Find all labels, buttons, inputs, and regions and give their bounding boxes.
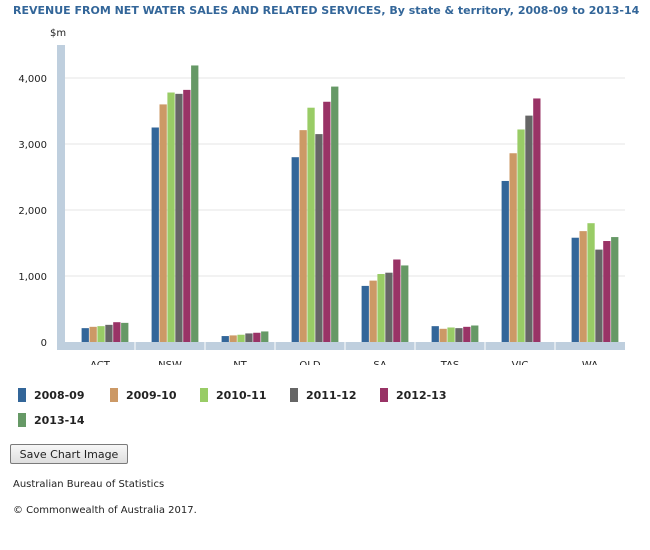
legend-label: 2012-13: [396, 388, 447, 402]
legend-swatch: [18, 413, 26, 427]
legend-item: 2009-10: [110, 388, 177, 402]
legend-item: 2012-13: [380, 388, 447, 402]
bar: [331, 86, 339, 342]
tick-labels: 0 1,000 2,000 3,000 4,000 ACT NSW NT QLD SA TAS VIC…: [18, 74, 598, 365]
bar: [167, 92, 175, 343]
bar: [229, 335, 237, 342]
y-tick-label: 0: [41, 338, 47, 349]
legend-swatch: [18, 388, 26, 402]
y-tick-label: 3,000: [18, 140, 47, 151]
bar: [307, 107, 315, 342]
legend-item: 2008-09: [18, 388, 85, 402]
bar: [579, 231, 587, 342]
bar: [431, 326, 439, 342]
legend-item: 2010-11: [200, 388, 267, 402]
bar: [571, 237, 579, 342]
y-tick-label: 4,000: [18, 74, 47, 85]
x-tick-label: NSW: [158, 360, 182, 365]
bar: [393, 259, 401, 342]
legend-swatch: [380, 388, 388, 402]
bar: [517, 129, 525, 342]
bar: [595, 249, 603, 342]
legend-label: 2009-10: [126, 388, 177, 402]
bar: [81, 328, 89, 342]
legend-swatch: [200, 388, 208, 402]
bar: [191, 65, 199, 343]
legend-label: 2013-14: [34, 413, 85, 427]
bar: [253, 332, 261, 342]
legend-swatch: [110, 388, 118, 402]
bar-chart: $m 0 1,000 2,000 3,000 4,000 ACT NSW NT QLD SA TAS…: [18, 28, 625, 365]
bars: [81, 65, 619, 343]
bar: [113, 322, 121, 342]
bar: [385, 272, 393, 342]
legend-label: 2011-12: [306, 388, 357, 402]
chart-title: REVENUE FROM NET WATER SALES AND RELATED…: [13, 4, 640, 17]
bar: [237, 334, 245, 342]
bar: [447, 327, 455, 342]
x-tick-label: NT: [233, 360, 247, 365]
x-tick-label: QLD: [299, 360, 320, 365]
gridlines: [65, 77, 625, 277]
bar: [603, 241, 611, 342]
source-text: Australian Bureau of Statistics: [13, 479, 165, 490]
x-tick-label: WA: [582, 360, 598, 365]
y-tick-label: 1,000: [18, 272, 47, 283]
bar: [159, 104, 167, 343]
bar: [105, 324, 113, 342]
bar: [587, 223, 595, 342]
x-tick-label: VIC: [512, 360, 529, 365]
bar: [361, 285, 369, 342]
bar: [183, 89, 191, 342]
bar: [369, 280, 377, 342]
x-tick-label: ACT: [90, 360, 111, 365]
y-tick-label: 2,000: [18, 206, 47, 217]
bar: [377, 274, 385, 342]
y-axis-unit-label: $m: [50, 28, 66, 39]
bar: [291, 157, 299, 342]
axes: [57, 45, 625, 350]
bar: [97, 326, 105, 342]
bar: [89, 326, 97, 342]
legend-swatch: [290, 388, 298, 402]
legend-item: 2013-14: [18, 413, 85, 427]
bar: [323, 101, 331, 342]
x-tick-label: SA: [373, 360, 387, 365]
bar: [501, 180, 509, 342]
save-chart-image-button[interactable]: Save Chart Image: [10, 444, 128, 464]
y-axis-band: [57, 45, 65, 350]
bar: [509, 153, 517, 342]
bar: [455, 328, 463, 342]
bar: [525, 115, 533, 343]
legend-label: 2010-11: [216, 388, 267, 402]
bar: [121, 322, 129, 342]
bar: [299, 130, 307, 342]
bar: [261, 331, 269, 342]
bar: [245, 333, 253, 342]
legend-label: 2008-09: [34, 388, 85, 402]
bar: [315, 134, 323, 342]
copyright-text: © Commonwealth of Australia 2017.: [13, 505, 197, 516]
x-tick-label: TAS: [440, 360, 460, 365]
bar: [151, 127, 159, 342]
bar: [533, 98, 541, 343]
bar: [175, 93, 183, 342]
bar: [221, 336, 229, 342]
legend-item: 2011-12: [290, 388, 357, 402]
bar: [439, 328, 447, 342]
bar: [401, 265, 409, 342]
bar: [463, 326, 471, 342]
bar: [611, 237, 619, 342]
bar: [471, 325, 479, 342]
x-axis-band: [57, 342, 625, 350]
